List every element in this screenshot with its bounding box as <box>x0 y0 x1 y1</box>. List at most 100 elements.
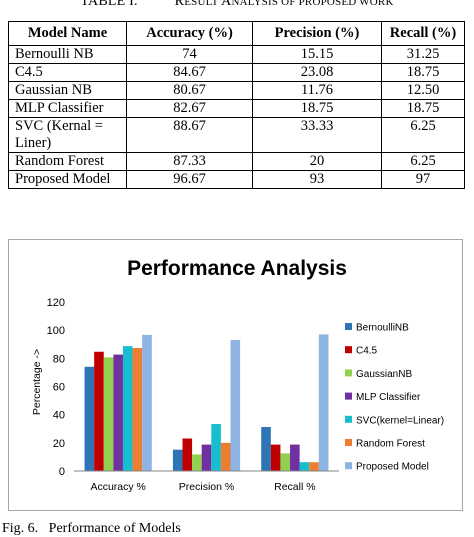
cell-recall: 97 <box>381 170 465 189</box>
y-tick-label: 60 <box>53 382 65 394</box>
caption-initial: R <box>174 0 185 9</box>
bar <box>280 453 291 471</box>
cell-accuracy: 96.67 <box>126 170 253 189</box>
legend-swatch <box>345 346 352 354</box>
bar <box>122 346 133 471</box>
bar <box>132 348 143 471</box>
bar <box>230 340 241 471</box>
cell-recall: 6.25 <box>381 117 465 153</box>
legend-swatch <box>345 323 352 330</box>
bar <box>103 357 114 471</box>
caption-initial-2: A <box>221 0 232 9</box>
y-tick-label: 20 <box>53 438 65 450</box>
bar <box>309 462 319 471</box>
cell-accuracy: 88.67 <box>126 117 253 153</box>
table-row: MLP Classifier 82.67 18.75 18.75 <box>8 99 465 118</box>
cell-precision: 93 <box>252 170 382 189</box>
x-tick-label: Recall % <box>274 481 315 493</box>
table-row: SVC (Kernal = Liner) 88.67 33.33 6.25 <box>8 117 465 153</box>
legend-label: MLP Classifier <box>356 392 421 403</box>
legend-label: Random Forest <box>356 439 425 450</box>
cell-recall: 12.50 <box>381 81 465 100</box>
x-tick-label: Accuracy % <box>90 481 145 493</box>
bar <box>113 354 123 471</box>
legend-label: GaussianNB <box>356 369 412 380</box>
caption-text: ESULT <box>184 0 222 8</box>
y-axis: 0 20 40 60 80 100 120 <box>47 297 65 478</box>
cell-precision: 15.15 <box>252 45 382 64</box>
x-axis: Accuracy % Precision % Recall % <box>90 481 315 493</box>
cell-model-name: Proposed Model <box>8 170 127 189</box>
bar <box>270 444 281 471</box>
legend-label: Proposed Model <box>356 462 429 473</box>
cell-accuracy: 80.67 <box>126 81 253 100</box>
cell-recall: 6.25 <box>381 152 465 171</box>
header-accuracy: Accuracy (%) <box>126 21 253 46</box>
bar <box>192 454 202 471</box>
table-row: Gaussian NB 80.67 11.76 12.50 <box>8 81 465 100</box>
legend-swatch <box>345 462 352 470</box>
performance-chart: Performance Analysis Percentage -> 0 20 40… <box>31 257 444 493</box>
y-tick-label: 40 <box>53 410 65 422</box>
bar <box>290 444 300 471</box>
header-precision: Precision (%) <box>252 21 382 46</box>
y-tick-label: 120 <box>47 297 65 309</box>
table-row: Proposed Model 96.67 93 97 <box>8 170 465 189</box>
cell-accuracy: 74 <box>126 45 253 64</box>
legend-label: SVC(kernel=Linear) <box>356 415 444 426</box>
cell-accuracy: 82.67 <box>126 99 253 118</box>
cell-precision: 33.33 <box>252 117 382 153</box>
table-number: TABLE I. <box>80 0 138 9</box>
cell-precision: 20 <box>252 152 382 171</box>
caption-text-2: NALYSIS OF PROPOSED WORK <box>231 0 394 8</box>
cell-model-name: C4.5 <box>8 63 127 82</box>
cell-recall: 18.75 <box>381 99 465 118</box>
y-tick-label: 0 <box>59 466 65 478</box>
chart-title: Performance Analysis <box>127 257 347 280</box>
legend-swatch <box>345 392 352 400</box>
y-axis-label: Percentage -> <box>31 349 43 415</box>
legend-swatch <box>345 369 352 377</box>
x-tick-label: Precision % <box>179 481 234 493</box>
cell-model-name: MLP Classifier <box>8 99 127 118</box>
bar <box>201 444 212 471</box>
cell-precision: 18.75 <box>252 99 382 118</box>
legend: BernoulliNB C4.5 GaussianNB MLP Classifier S… <box>345 323 444 473</box>
cell-accuracy: 87.33 <box>126 152 253 171</box>
table-row: Bernoulli NB 74 15.15 31.25 <box>8 45 465 64</box>
bar <box>84 366 95 471</box>
bar <box>211 424 221 471</box>
table-header-row: Model Name Accuracy (%) Precision (%) Re… <box>8 21 465 46</box>
cell-recall: 18.75 <box>381 63 465 82</box>
figure-caption: Fig. 6. Performance of Models <box>2 521 181 536</box>
legend-label: BernoulliNB <box>356 323 409 334</box>
bar <box>172 449 183 471</box>
cell-model-name: SVC (Kernal = Liner) <box>8 117 127 153</box>
y-tick-label: 80 <box>53 353 65 365</box>
legend-label: C4.5 <box>356 346 378 357</box>
bar <box>142 334 152 471</box>
cell-model-name: Gaussian NB <box>8 81 127 100</box>
cell-model-name: Random Forest <box>8 152 127 171</box>
header-recall: Recall (%) <box>381 21 465 46</box>
chart-frame: Performance Analysis Percentage -> 0 20 40… <box>8 239 463 511</box>
table-caption: TABLE I. RESULT ANALYSIS OF PROPOSED WOR… <box>0 0 474 10</box>
bar <box>318 334 329 471</box>
bar <box>299 462 310 471</box>
bar <box>220 442 231 471</box>
legend-swatch <box>345 439 352 446</box>
bar <box>94 351 104 471</box>
header-model-name: Model Name <box>8 21 127 46</box>
bar <box>182 438 193 471</box>
results-table: Model Name Accuracy (%) Precision (%) Re… <box>8 21 465 189</box>
cell-precision: 23.08 <box>252 63 382 82</box>
cell-accuracy: 84.67 <box>126 63 253 82</box>
table-row: C4.5 84.67 23.08 18.75 <box>8 63 465 82</box>
table-row: Random Forest 87.33 20 6.25 <box>8 152 465 171</box>
y-tick-label: 100 <box>47 325 65 337</box>
cell-precision: 11.76 <box>252 81 382 100</box>
bar <box>261 426 271 471</box>
plot-area <box>84 334 329 471</box>
legend-swatch <box>345 415 352 423</box>
cell-recall: 31.25 <box>381 45 465 64</box>
